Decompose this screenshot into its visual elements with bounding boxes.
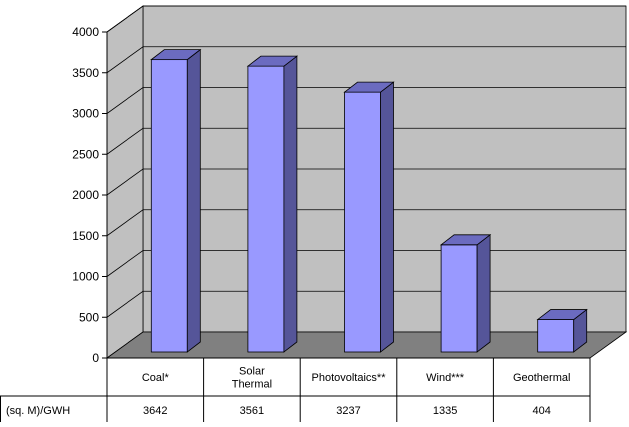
data-label: 404 (533, 405, 551, 417)
bar (536, 308, 588, 353)
bar (246, 55, 299, 353)
category-label: Photovoltaics** (312, 372, 387, 384)
bar-front (344, 91, 381, 353)
category-label: Wind*** (426, 372, 465, 384)
bar (150, 48, 202, 353)
data-label: 3561 (240, 405, 264, 417)
data-label: 3642 (143, 405, 167, 417)
y-tick-label: 1500 (72, 229, 99, 243)
bar-top (439, 234, 492, 246)
y-tick-label: 3000 (72, 107, 99, 121)
table-row-label: (sq. M)/GWH (6, 405, 70, 417)
bar-side (380, 81, 394, 353)
bar-top (536, 309, 588, 320)
y-tick-label: 0 (92, 351, 99, 365)
y-tick-label: 500 (79, 310, 99, 324)
y-tick-label: 3500 (72, 66, 99, 80)
bar-top (343, 81, 395, 93)
category-label: Solar (239, 366, 265, 378)
bar-front (150, 59, 188, 353)
gridline (106, 5, 626, 33)
gridline (106, 127, 626, 155)
gridline (106, 46, 626, 74)
bar (343, 81, 395, 353)
bar-side (476, 234, 491, 353)
bar-front (247, 65, 285, 353)
category-label: Thermal (232, 379, 272, 391)
data-label: 3237 (336, 405, 360, 417)
bar-side (283, 55, 298, 353)
bar (439, 234, 492, 353)
bar-top (150, 49, 202, 61)
bar-front (537, 319, 575, 353)
y-tick-label: 4000 (72, 25, 99, 39)
gridline (106, 168, 626, 196)
y-tick-label: 1000 (72, 270, 99, 284)
bar-front (440, 244, 478, 353)
category-label: Geothermal (513, 372, 570, 384)
y-tick-label: 2500 (72, 147, 99, 161)
data-label: 1335 (433, 405, 457, 417)
y-tick-label: 2000 (72, 188, 99, 202)
bar-top (246, 55, 299, 67)
bar-side (186, 48, 201, 353)
category-label: Coal* (142, 372, 170, 384)
gridline (106, 87, 626, 114)
gridline (106, 209, 626, 237)
